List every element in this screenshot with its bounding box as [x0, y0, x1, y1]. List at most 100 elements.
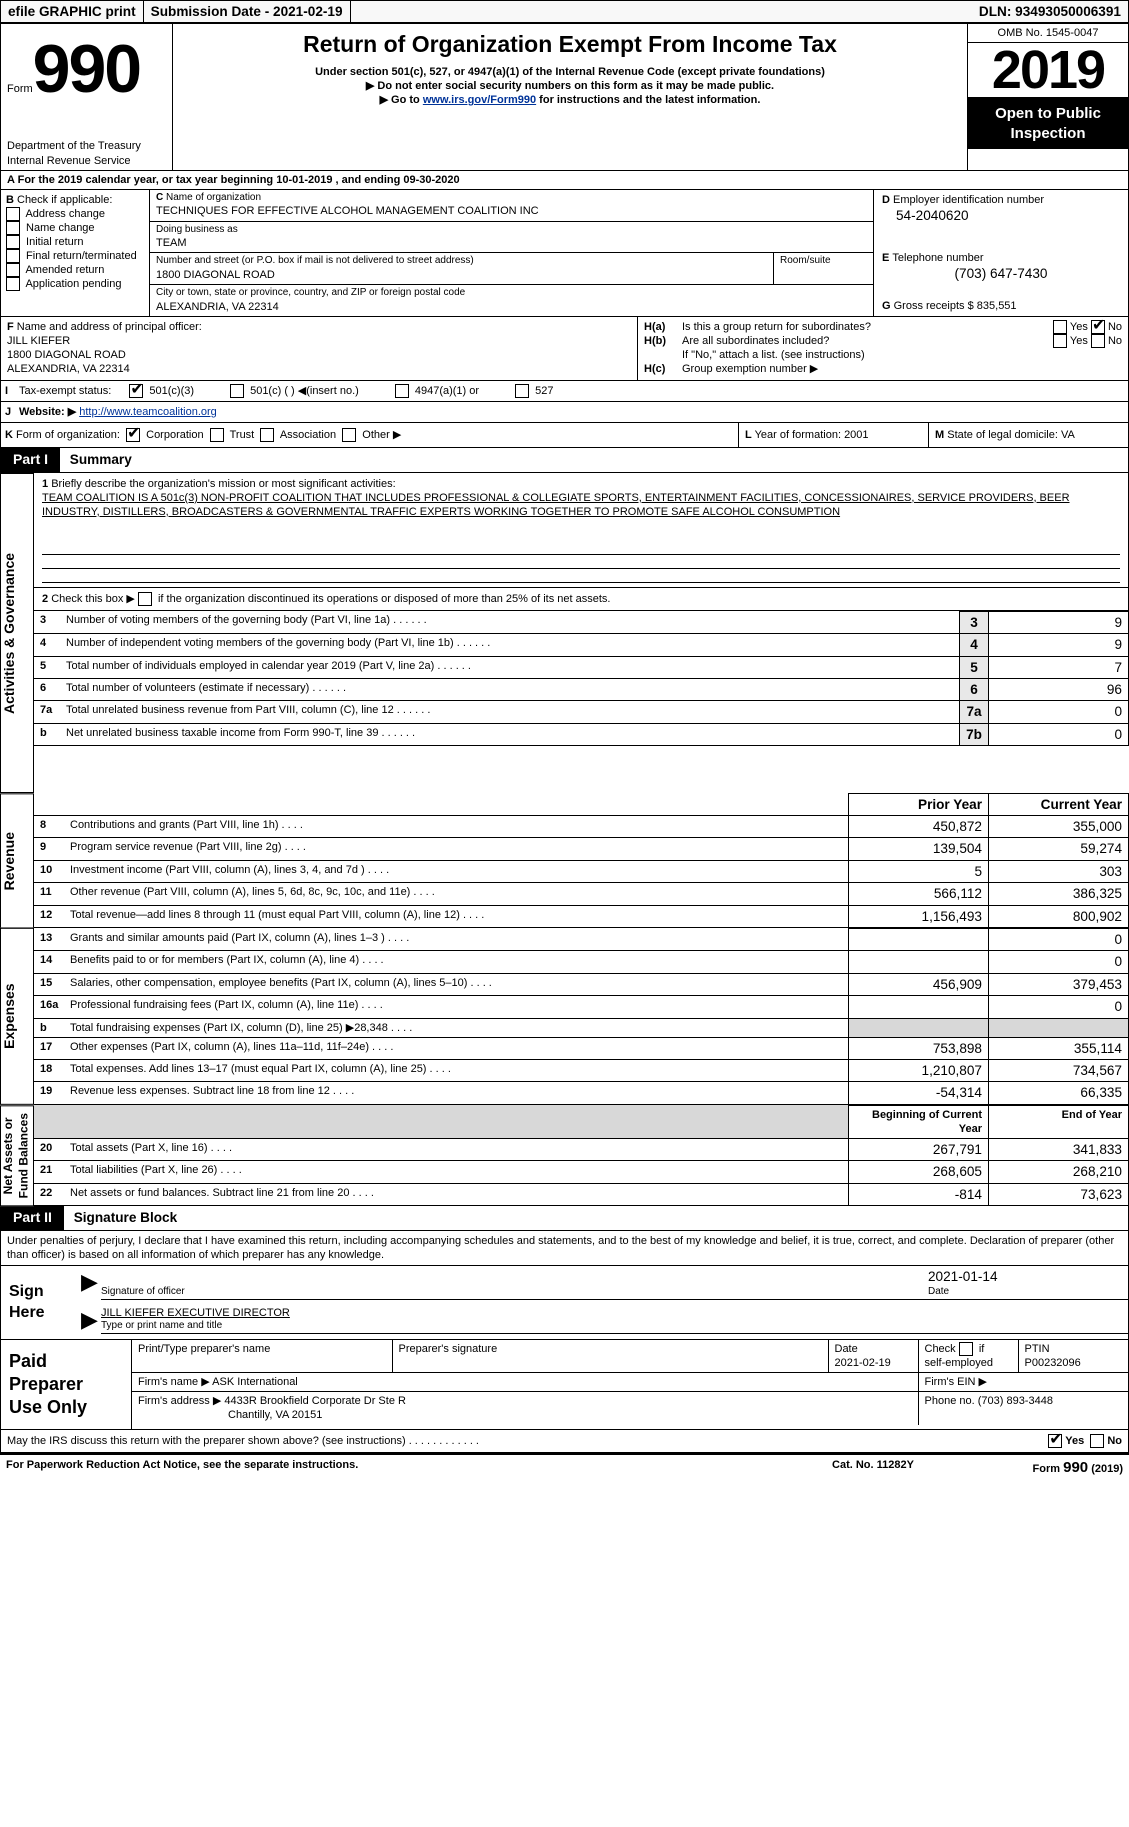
year-formation: 2001	[844, 429, 868, 441]
b-option: Amended return	[6, 263, 144, 277]
firm-addr-2: Chantilly, VA 20151	[228, 1409, 322, 1421]
b-checkbox[interactable]	[6, 263, 20, 277]
officer-addr-1: 1800 DIAGONAL ROAD	[7, 348, 631, 362]
website-link[interactable]: http://www.teamcoalition.org	[79, 405, 217, 419]
b-checkbox[interactable]	[6, 277, 20, 291]
org-name: TECHNIQUES FOR EFFECTIVE ALCOHOL MANAGEM…	[156, 204, 867, 218]
i-row: I Tax-exempt status: 501(c)(3) 501(c) ( …	[0, 381, 1129, 402]
netassets-table: Beginning of Current YearEnd of Year 20T…	[34, 1105, 1129, 1206]
netassets-block: Net Assets or Fund Balances Beginning of…	[0, 1105, 1129, 1206]
expenses-table: 13Grants and similar amounts paid (Part …	[34, 928, 1129, 1105]
assoc-checkbox[interactable]	[260, 428, 274, 442]
table-row: 6Total number of volunteers (estimate if…	[34, 679, 1129, 701]
city: ALEXANDRIA, VA 22314	[156, 300, 867, 314]
discontinued-checkbox[interactable]	[138, 592, 152, 606]
subtitle-1: Under section 501(c), 527, or 4947(a)(1)…	[183, 65, 957, 79]
table-row: 15Salaries, other compensation, employee…	[34, 973, 1129, 995]
b-checkbox[interactable]	[6, 235, 20, 249]
sig-label: Signature of officer	[101, 1286, 928, 1299]
gross-receipts: G Gross receipts $ 835,551	[874, 296, 1128, 316]
table-row: 12Total revenue—add lines 8 through 11 (…	[34, 905, 1129, 927]
city-label: City or town, state or province, country…	[156, 287, 867, 300]
dept: Department of the Treasury Internal Reve…	[7, 139, 166, 167]
trust-checkbox[interactable]	[210, 428, 224, 442]
perjury-text: Under penalties of perjury, I declare th…	[0, 1231, 1129, 1266]
hc-text: Group exemption number ▶	[682, 362, 818, 376]
hb-yes-checkbox[interactable]	[1053, 334, 1067, 348]
table-row: 16aProfessional fundraising fees (Part I…	[34, 996, 1129, 1018]
current-year-hdr: Current Year	[989, 793, 1129, 815]
street: 1800 DIAGONAL ROAD	[156, 268, 767, 282]
sign-date: 2021-01-14	[928, 1268, 1128, 1286]
identity-block: B Check if applicable: Address change Na…	[0, 190, 1129, 318]
prior-year-hdr: Prior Year	[849, 793, 989, 815]
ein-label: Employer identification number	[893, 194, 1044, 206]
table-row: 10Investment income (Part VIII, column (…	[34, 860, 1129, 882]
officer-addr-2: ALEXANDRIA, VA 22314	[7, 362, 631, 376]
discuss-no-checkbox[interactable]	[1090, 1434, 1104, 1448]
firm-name: ASK International	[212, 1376, 298, 1388]
efile-label: efile GRAPHIC print	[1, 1, 144, 22]
governance-block: Activities & Governance 1 Briefly descri…	[0, 473, 1129, 793]
line-2: 2 Check this box ▶ if the organization d…	[34, 588, 1129, 611]
date-label: Date	[928, 1286, 1128, 1299]
form-label: Form990	[7, 26, 166, 113]
discuss-yes-checkbox[interactable]	[1048, 1434, 1062, 1448]
discuss-row: May the IRS discuss this return with the…	[0, 1430, 1129, 1453]
ha-no-checkbox[interactable]	[1091, 320, 1105, 334]
phone: (703) 647-7430	[882, 265, 1120, 282]
expenses-block: Expenses 13Grants and similar amounts pa…	[0, 928, 1129, 1105]
form990-link[interactable]: www.irs.gov/Form990	[423, 94, 536, 106]
paid-preparer-block: Paid Preparer Use Only Print/Type prepar…	[0, 1340, 1129, 1430]
typed-label: Type or print name and title	[101, 1320, 1128, 1333]
table-row: 14Benefits paid to or for members (Part …	[34, 951, 1129, 973]
ptin: P00232096	[1025, 1357, 1081, 1369]
footer: For Paperwork Reduction Act Notice, see …	[0, 1453, 1129, 1480]
side-governance: Activities & Governance	[0, 473, 34, 793]
h-note: If "No," attach a list. (see instruction…	[682, 348, 1122, 362]
sign-here-label: Sign Here	[1, 1266, 81, 1339]
tax-year: 2019	[968, 43, 1128, 98]
governance-table: 3Number of voting members of the governi…	[34, 611, 1129, 746]
4947-checkbox[interactable]	[395, 384, 409, 398]
prep-sig-label: Preparer's signature	[399, 1343, 498, 1355]
website-label: Website: ▶	[19, 405, 76, 419]
501c-checkbox[interactable]	[230, 384, 244, 398]
revenue-block: Revenue Prior YearCurrent Year 8Contribu…	[0, 793, 1129, 928]
hb-no-checkbox[interactable]	[1091, 334, 1105, 348]
phone-label: Telephone number	[892, 252, 983, 264]
revenue-table: Prior YearCurrent Year 8Contributions an…	[34, 793, 1129, 928]
table-row: 7aTotal unrelated business revenue from …	[34, 701, 1129, 723]
room-label: Room/suite	[773, 253, 873, 284]
signer-name: JILL KIEFER EXECUTIVE DIRECTOR	[101, 1306, 1128, 1320]
ha-yes-checkbox[interactable]	[1053, 320, 1067, 334]
b-option: Name change	[6, 221, 144, 235]
side-revenue: Revenue	[0, 793, 34, 928]
mission-label: Briefly describe the organization's miss…	[51, 478, 395, 490]
paid-prep-label: Paid Preparer Use Only	[1, 1340, 131, 1429]
form-header: Form990 Department of the Treasury Inter…	[0, 23, 1129, 170]
table-row: 8Contributions and grants (Part VIII, li…	[34, 816, 1129, 838]
b-checkbox[interactable]	[6, 207, 20, 221]
527-checkbox[interactable]	[515, 384, 529, 398]
b-option: Application pending	[6, 277, 144, 291]
part1-header: Part I Summary	[0, 448, 1129, 473]
dln: DLN: 93493050006391	[972, 1, 1128, 22]
self-emp-checkbox[interactable]	[959, 1342, 973, 1356]
begin-year-hdr: Beginning of Current Year	[849, 1105, 989, 1138]
firm-ein: Firm's EIN ▶	[918, 1373, 1128, 1392]
b-label: B Check if applicable:	[6, 193, 144, 207]
501c3-checkbox[interactable]	[129, 384, 143, 398]
corp-checkbox[interactable]	[126, 428, 140, 442]
prep-name-label: Print/Type preparer's name	[138, 1343, 270, 1355]
table-row: 19Revenue less expenses. Subtract line 1…	[34, 1082, 1129, 1104]
form-title: Return of Organization Exempt From Incom…	[183, 30, 957, 59]
firm-phone: (703) 893-3448	[978, 1395, 1053, 1407]
other-checkbox[interactable]	[342, 428, 356, 442]
prep-date: 2021-02-19	[835, 1357, 891, 1369]
b-checkbox[interactable]	[6, 249, 20, 263]
side-netassets: Net Assets or Fund Balances	[0, 1105, 34, 1206]
b-checkbox[interactable]	[6, 221, 20, 235]
mission-text: TEAM COALITION IS A 501c(3) NON-PROFIT C…	[42, 491, 1120, 541]
j-row: JWebsite: ▶ http://www.teamcoalition.org	[0, 402, 1129, 423]
